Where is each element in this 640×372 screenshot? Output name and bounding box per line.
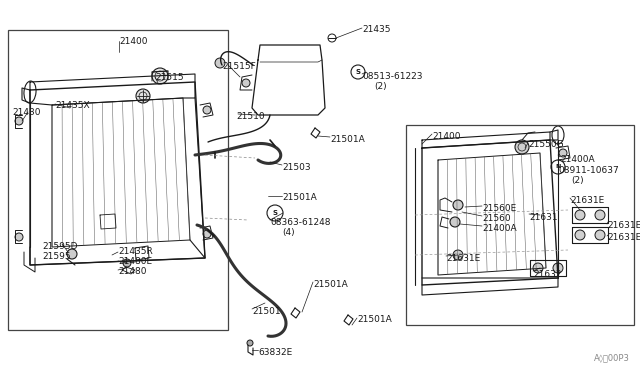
Text: 21515F: 21515F	[222, 62, 256, 71]
Circle shape	[553, 263, 563, 273]
Circle shape	[575, 230, 585, 240]
Text: (4): (4)	[282, 228, 294, 237]
Text: 21631E: 21631E	[607, 233, 640, 242]
Circle shape	[15, 233, 23, 241]
Circle shape	[136, 89, 150, 103]
Text: 63832E: 63832E	[258, 348, 292, 357]
Text: 21435: 21435	[362, 25, 390, 34]
Text: (2): (2)	[374, 82, 387, 91]
Text: 08911-10637: 08911-10637	[558, 166, 619, 175]
Circle shape	[559, 149, 567, 157]
Text: 21435X: 21435X	[55, 101, 90, 110]
Circle shape	[215, 58, 225, 68]
Circle shape	[152, 68, 168, 84]
Text: S: S	[355, 69, 360, 75]
Text: 21400: 21400	[119, 37, 147, 46]
Text: 21480E: 21480E	[118, 257, 152, 266]
Circle shape	[450, 217, 460, 227]
Text: 21435R: 21435R	[118, 247, 153, 256]
Text: 21501A: 21501A	[330, 135, 365, 144]
Text: 21501A: 21501A	[313, 280, 348, 289]
Circle shape	[203, 106, 211, 114]
Text: 21503: 21503	[282, 163, 310, 172]
Text: 21400A: 21400A	[482, 224, 516, 233]
Text: 21510: 21510	[236, 112, 264, 121]
Text: 21515: 21515	[155, 73, 184, 82]
Text: 21501: 21501	[252, 307, 280, 316]
Text: 21430: 21430	[12, 108, 40, 117]
Circle shape	[123, 259, 131, 267]
Text: 21595D: 21595D	[42, 242, 77, 251]
Circle shape	[67, 249, 77, 259]
Circle shape	[242, 79, 250, 87]
Text: (2): (2)	[571, 176, 584, 185]
Text: 21560E: 21560E	[482, 204, 516, 213]
Text: 08513-61223: 08513-61223	[362, 72, 422, 81]
Circle shape	[203, 230, 211, 238]
Text: 21631: 21631	[529, 213, 557, 222]
Text: 21550G: 21550G	[528, 140, 564, 149]
Text: 21400A: 21400A	[560, 155, 595, 164]
Text: 21631E: 21631E	[446, 254, 480, 263]
Bar	[8, 30, 228, 330]
Circle shape	[247, 340, 253, 346]
Text: 21631E: 21631E	[607, 221, 640, 230]
Circle shape	[533, 263, 543, 273]
Circle shape	[515, 140, 529, 154]
Text: 21560: 21560	[482, 214, 511, 223]
Text: 21631E: 21631E	[570, 196, 604, 205]
Text: N: N	[556, 164, 561, 170]
Circle shape	[15, 117, 23, 125]
Text: 08363-61248: 08363-61248	[270, 218, 330, 227]
Text: 21595: 21595	[42, 252, 70, 261]
Text: 21480: 21480	[118, 267, 147, 276]
Text: 21400: 21400	[432, 132, 461, 141]
Circle shape	[595, 210, 605, 220]
Circle shape	[595, 230, 605, 240]
Text: 21501A: 21501A	[357, 315, 392, 324]
Circle shape	[575, 210, 585, 220]
Text: A◊＊00P3: A◊＊00P3	[594, 353, 630, 362]
Text: 21632: 21632	[533, 270, 561, 279]
Bar	[406, 125, 634, 325]
Text: 21501A: 21501A	[282, 193, 317, 202]
Circle shape	[453, 250, 463, 260]
Text: S: S	[273, 210, 278, 216]
Circle shape	[453, 200, 463, 210]
